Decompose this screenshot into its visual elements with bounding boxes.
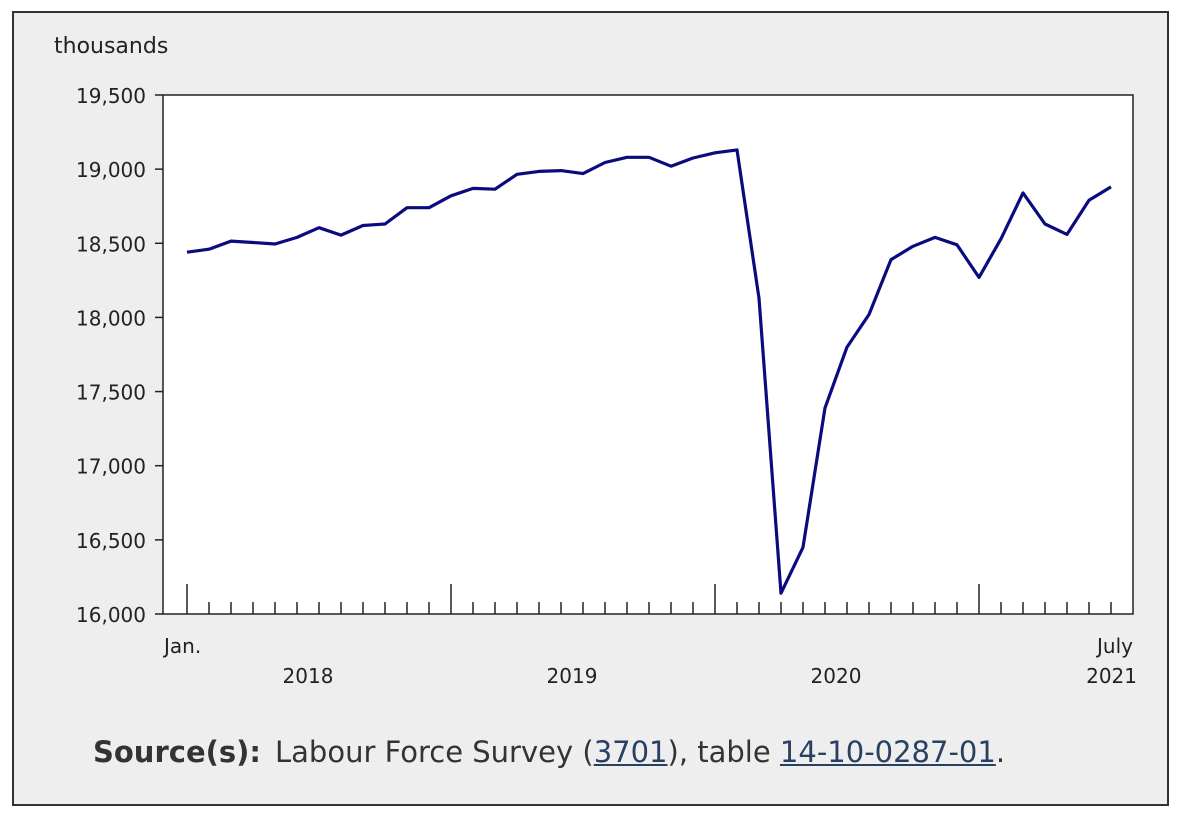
survey-link[interactable]: 3701 <box>593 735 668 769</box>
y-tick-label: 17,000 <box>76 455 146 479</box>
x-year-label: 2021 <box>1086 664 1137 688</box>
y-axis: 16,000 16,500 17,000 17,500 18,000 18,500 19,0… <box>76 84 163 627</box>
y-unit-label: thousands <box>54 34 168 59</box>
y-tick-label: 16,000 <box>76 603 146 627</box>
y-tick-label: 19,000 <box>76 158 146 182</box>
x-axis: Jan. July 2018 2019 2020 2021 <box>162 584 1137 688</box>
plot-area <box>162 94 1134 615</box>
series-group <box>186 148 1112 595</box>
x-first-month-label: Jan. <box>162 634 201 658</box>
y-tick-label: 18,000 <box>76 306 146 330</box>
x-year-label: 2019 <box>547 664 598 688</box>
y-tick-label: 18,500 <box>76 232 146 256</box>
source-text-before: Labour Force Survey ( <box>274 735 594 769</box>
x-year-label: 2020 <box>811 664 862 688</box>
source-note: Source(s): Labour Force Survey (3701), ta… <box>93 735 1005 769</box>
series-line <box>186 148 1112 595</box>
table-link[interactable]: 14-10-0287-01 <box>779 735 996 769</box>
y-tick-label: 19,500 <box>76 84 146 108</box>
source-text-after: . <box>995 735 1006 769</box>
source-text-mid: ), table <box>667 735 780 769</box>
source-label: Source(s): <box>93 735 261 769</box>
y-tick-label: 17,500 <box>76 381 146 405</box>
y-tick-label: 16,500 <box>76 529 146 553</box>
x-year-label: 2018 <box>283 664 334 688</box>
x-last-month-label: July <box>1095 634 1133 658</box>
